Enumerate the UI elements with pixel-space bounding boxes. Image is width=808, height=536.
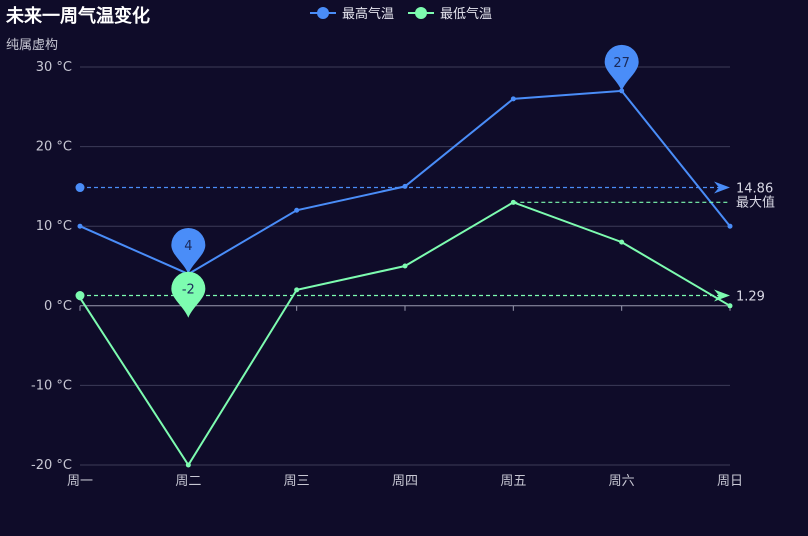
x-tick-label: 周六: [609, 474, 635, 489]
y-tick-label: 30 °C: [36, 60, 72, 75]
legend-swatch-high: [310, 6, 336, 19]
markpoint-min-low-marker: [171, 271, 206, 318]
markpoint-max-high-label: 27: [613, 56, 630, 71]
data-point-low: [619, 239, 625, 245]
legend-swatch-low: [408, 6, 435, 19]
average-label-low: 1.29: [736, 290, 765, 305]
markpoint-min-low-label: -2: [182, 283, 195, 298]
x-tick-label: 周三: [284, 474, 310, 489]
average-arrow-high: [714, 181, 730, 194]
average-label-high: 14.86: [736, 182, 773, 197]
x-tick-label: 周二: [175, 474, 201, 489]
data-point-low: [727, 303, 733, 309]
x-tick-label: 周日: [717, 474, 743, 489]
y-tick-label: 0 °C: [44, 299, 72, 314]
x-tick-label: 周一: [67, 474, 93, 489]
max-line-label-low: 最大值: [736, 194, 775, 210]
data-point-low: [185, 462, 191, 468]
data-point-low: [294, 287, 300, 293]
chart-title: 未来一周气温变化: [6, 6, 150, 27]
markpoint-min-high-label: 4: [184, 239, 192, 254]
data-point-high: [77, 223, 83, 229]
data-point-high: [727, 223, 733, 229]
legend-label-high: 最高气温: [342, 7, 395, 22]
x-tick-label: 周五: [500, 474, 526, 489]
legend-item-high[interactable]: 最高气温: [310, 3, 394, 22]
legend: 最高气温 最低气温: [310, 3, 492, 22]
average-line-start-high: [75, 183, 85, 193]
data-point-low: [510, 199, 516, 205]
y-tick-label: -20 °C: [31, 458, 72, 473]
legend-item-low[interactable]: 最低气温: [408, 3, 492, 22]
legend-label-low: 最低气温: [440, 7, 493, 22]
y-tick-label: 20 °C: [36, 140, 72, 155]
chart-subtitle: 纯属虚构: [6, 38, 59, 53]
data-point-high: [510, 96, 516, 102]
y-tick-label: -10 °C: [31, 378, 72, 393]
average-arrow-low: [714, 289, 730, 302]
data-point-high: [294, 207, 300, 213]
markpoint-max-high-marker: [604, 44, 639, 91]
data-point-high: [402, 183, 408, 189]
x-tick-label: 周四: [392, 474, 418, 489]
data-point-low: [77, 295, 83, 301]
y-tick-label: 10 °C: [36, 219, 72, 234]
markpoint-min-high-marker: [171, 227, 206, 274]
data-point-low: [402, 263, 408, 269]
